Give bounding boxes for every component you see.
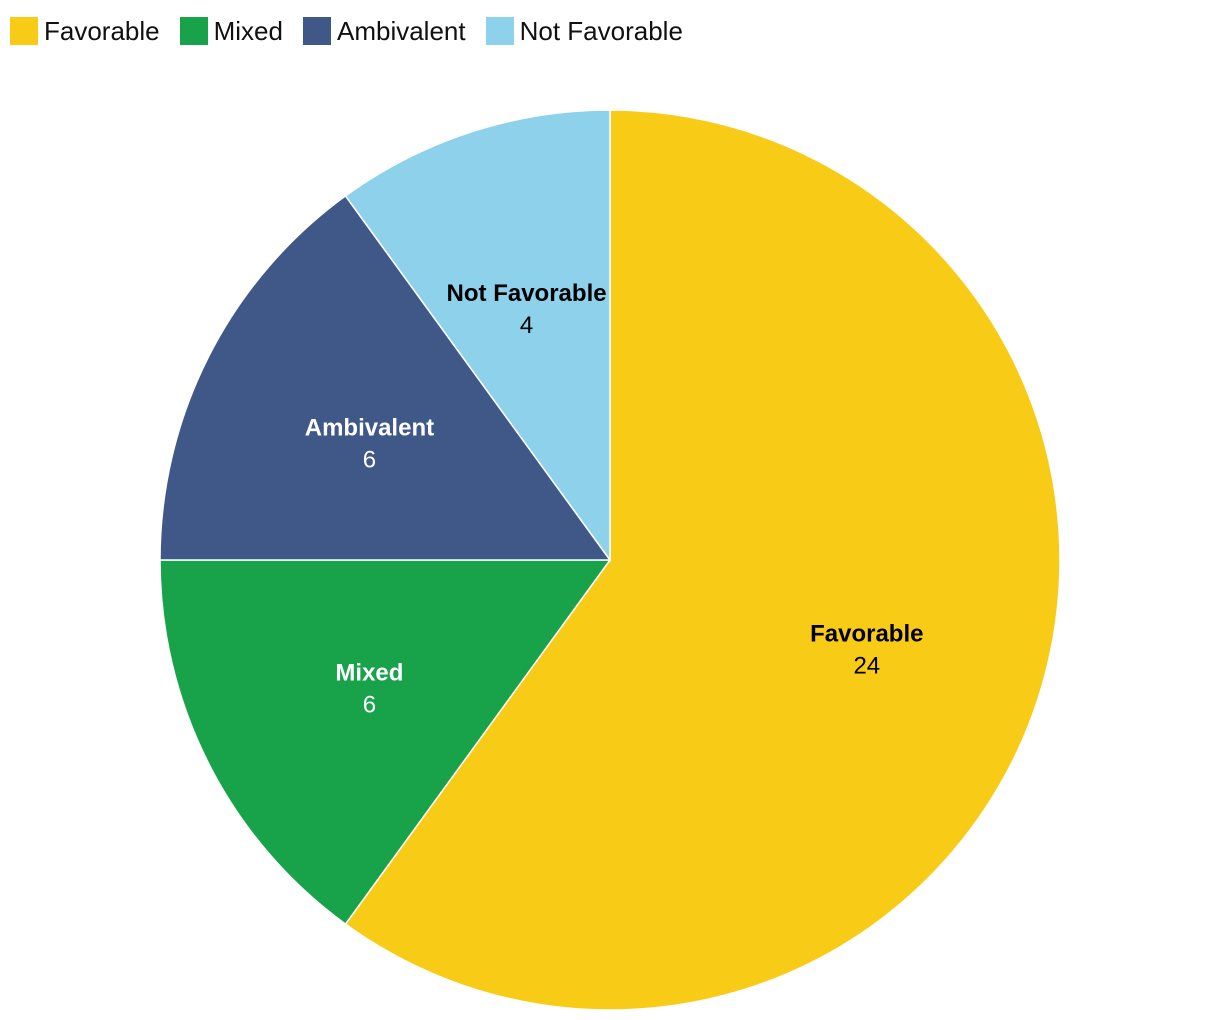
legend-swatch: [10, 17, 38, 45]
slice-label-name: Favorable: [810, 620, 923, 647]
legend-item[interactable]: Not Favorable: [485, 15, 683, 47]
slice-label-name: Mixed: [335, 660, 403, 687]
legend-swatch: [302, 17, 331, 45]
chart-legend: Favorable Mixed Ambivalent Not Favorable: [10, 14, 683, 48]
pie-slice-ambivalent[interactable]: [159, 194, 612, 561]
legend-label: Mixed: [213, 15, 283, 46]
pie-slice-not-favorable[interactable]: [344, 109, 611, 563]
slice-label-name: Not Favorable: [447, 280, 607, 307]
slice-label-value: 24: [853, 652, 880, 679]
legend-swatch: [179, 17, 208, 45]
pie-labels: Favorable 24 Mixed 6 Ambivalent 6 Not Favorabl…: [305, 280, 924, 718]
legend-item[interactable]: Favorable: [10, 16, 160, 47]
legend-item[interactable]: Mixed: [179, 15, 283, 47]
legend-item[interactable]: Ambivalent: [302, 15, 466, 47]
pie-slices: [159, 109, 1061, 1011]
pie-slice-favorable[interactable]: [344, 109, 1061, 1011]
legend-label: Ambivalent: [336, 15, 466, 46]
slice-label-value: 6: [363, 692, 376, 719]
legend-label: Favorable: [44, 15, 160, 46]
slice-label-value: 6: [363, 446, 376, 473]
legend-swatch: [485, 17, 514, 45]
slice-label-name: Ambivalent: [305, 414, 434, 441]
legend-label: Not Favorable: [519, 15, 683, 46]
pie-slice-mixed[interactable]: [159, 559, 612, 926]
slice-label-value: 4: [520, 312, 533, 339]
